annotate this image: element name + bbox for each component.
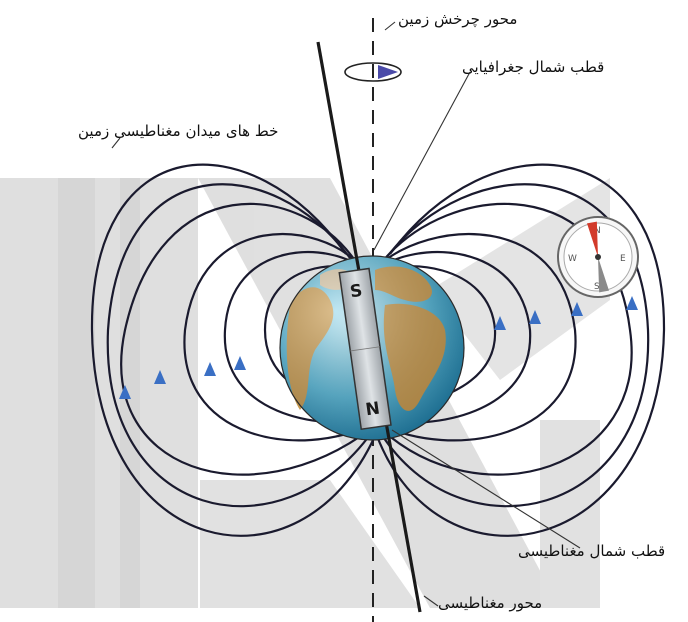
compass-w-letter: W [568,254,577,264]
label-magnetic-axis: محور مغناطیسی [438,594,543,612]
field-arrows [119,296,638,399]
watermark-bottom-shape [200,480,420,608]
arrow-left-4 [234,356,246,370]
magnet-south-letter: S [349,281,364,303]
leader-geographic-north [373,71,471,251]
compass-s-letter: S [594,282,600,292]
field-line-left-5 [223,250,373,424]
compass-needle-grey [598,257,610,293]
arrow-right-2 [529,310,541,324]
magnet-north-letter: N [364,398,381,420]
field-line-left-2 [106,183,373,508]
leader-magnetic-axis [423,595,439,607]
watermark-right-block [540,420,600,608]
label-geographic-north: قطب شمال جغرافیایی [462,58,605,76]
field-line-right-4 [377,233,577,442]
leader-magnetic-north [391,429,581,549]
arrow-right-1 [494,316,506,330]
leader-field-lines [111,137,121,149]
field-line-right-3 [375,163,666,537]
rotation-arrow [344,62,402,82]
compass-n-letter: N [594,226,601,236]
field-line-left-3 [90,163,376,537]
label-rotation-axis: محور چرخش زمین [398,10,518,28]
leader-rotation-axis [384,21,396,31]
arrow-right-4 [626,296,638,310]
arrow-left-2 [154,370,166,384]
compass: N E S W [557,216,639,298]
watermark-right-shape [430,178,610,380]
arrow-right-3 [571,302,583,316]
compass-e-letter: E [620,254,626,264]
field-line-right-1 [379,202,633,476]
field-line-left-1 [120,202,373,476]
label-field-lines: خط های میدان مغناطیسی زمین [78,122,279,140]
bar-magnet: S N [338,267,392,431]
field-line-right-5 [375,250,532,424]
leader-lines [111,21,581,607]
arrow-left-1 [119,385,131,399]
field-line-right-2 [379,183,650,508]
label-magnetic-north: قطب شمال مغناطیسی [518,542,666,560]
field-line-left-4 [183,233,373,442]
watermark-stroke-mid [120,178,140,608]
arrow-left-3 [204,362,216,376]
watermark-stroke-left [58,178,95,608]
compass-needle-red [586,221,598,257]
